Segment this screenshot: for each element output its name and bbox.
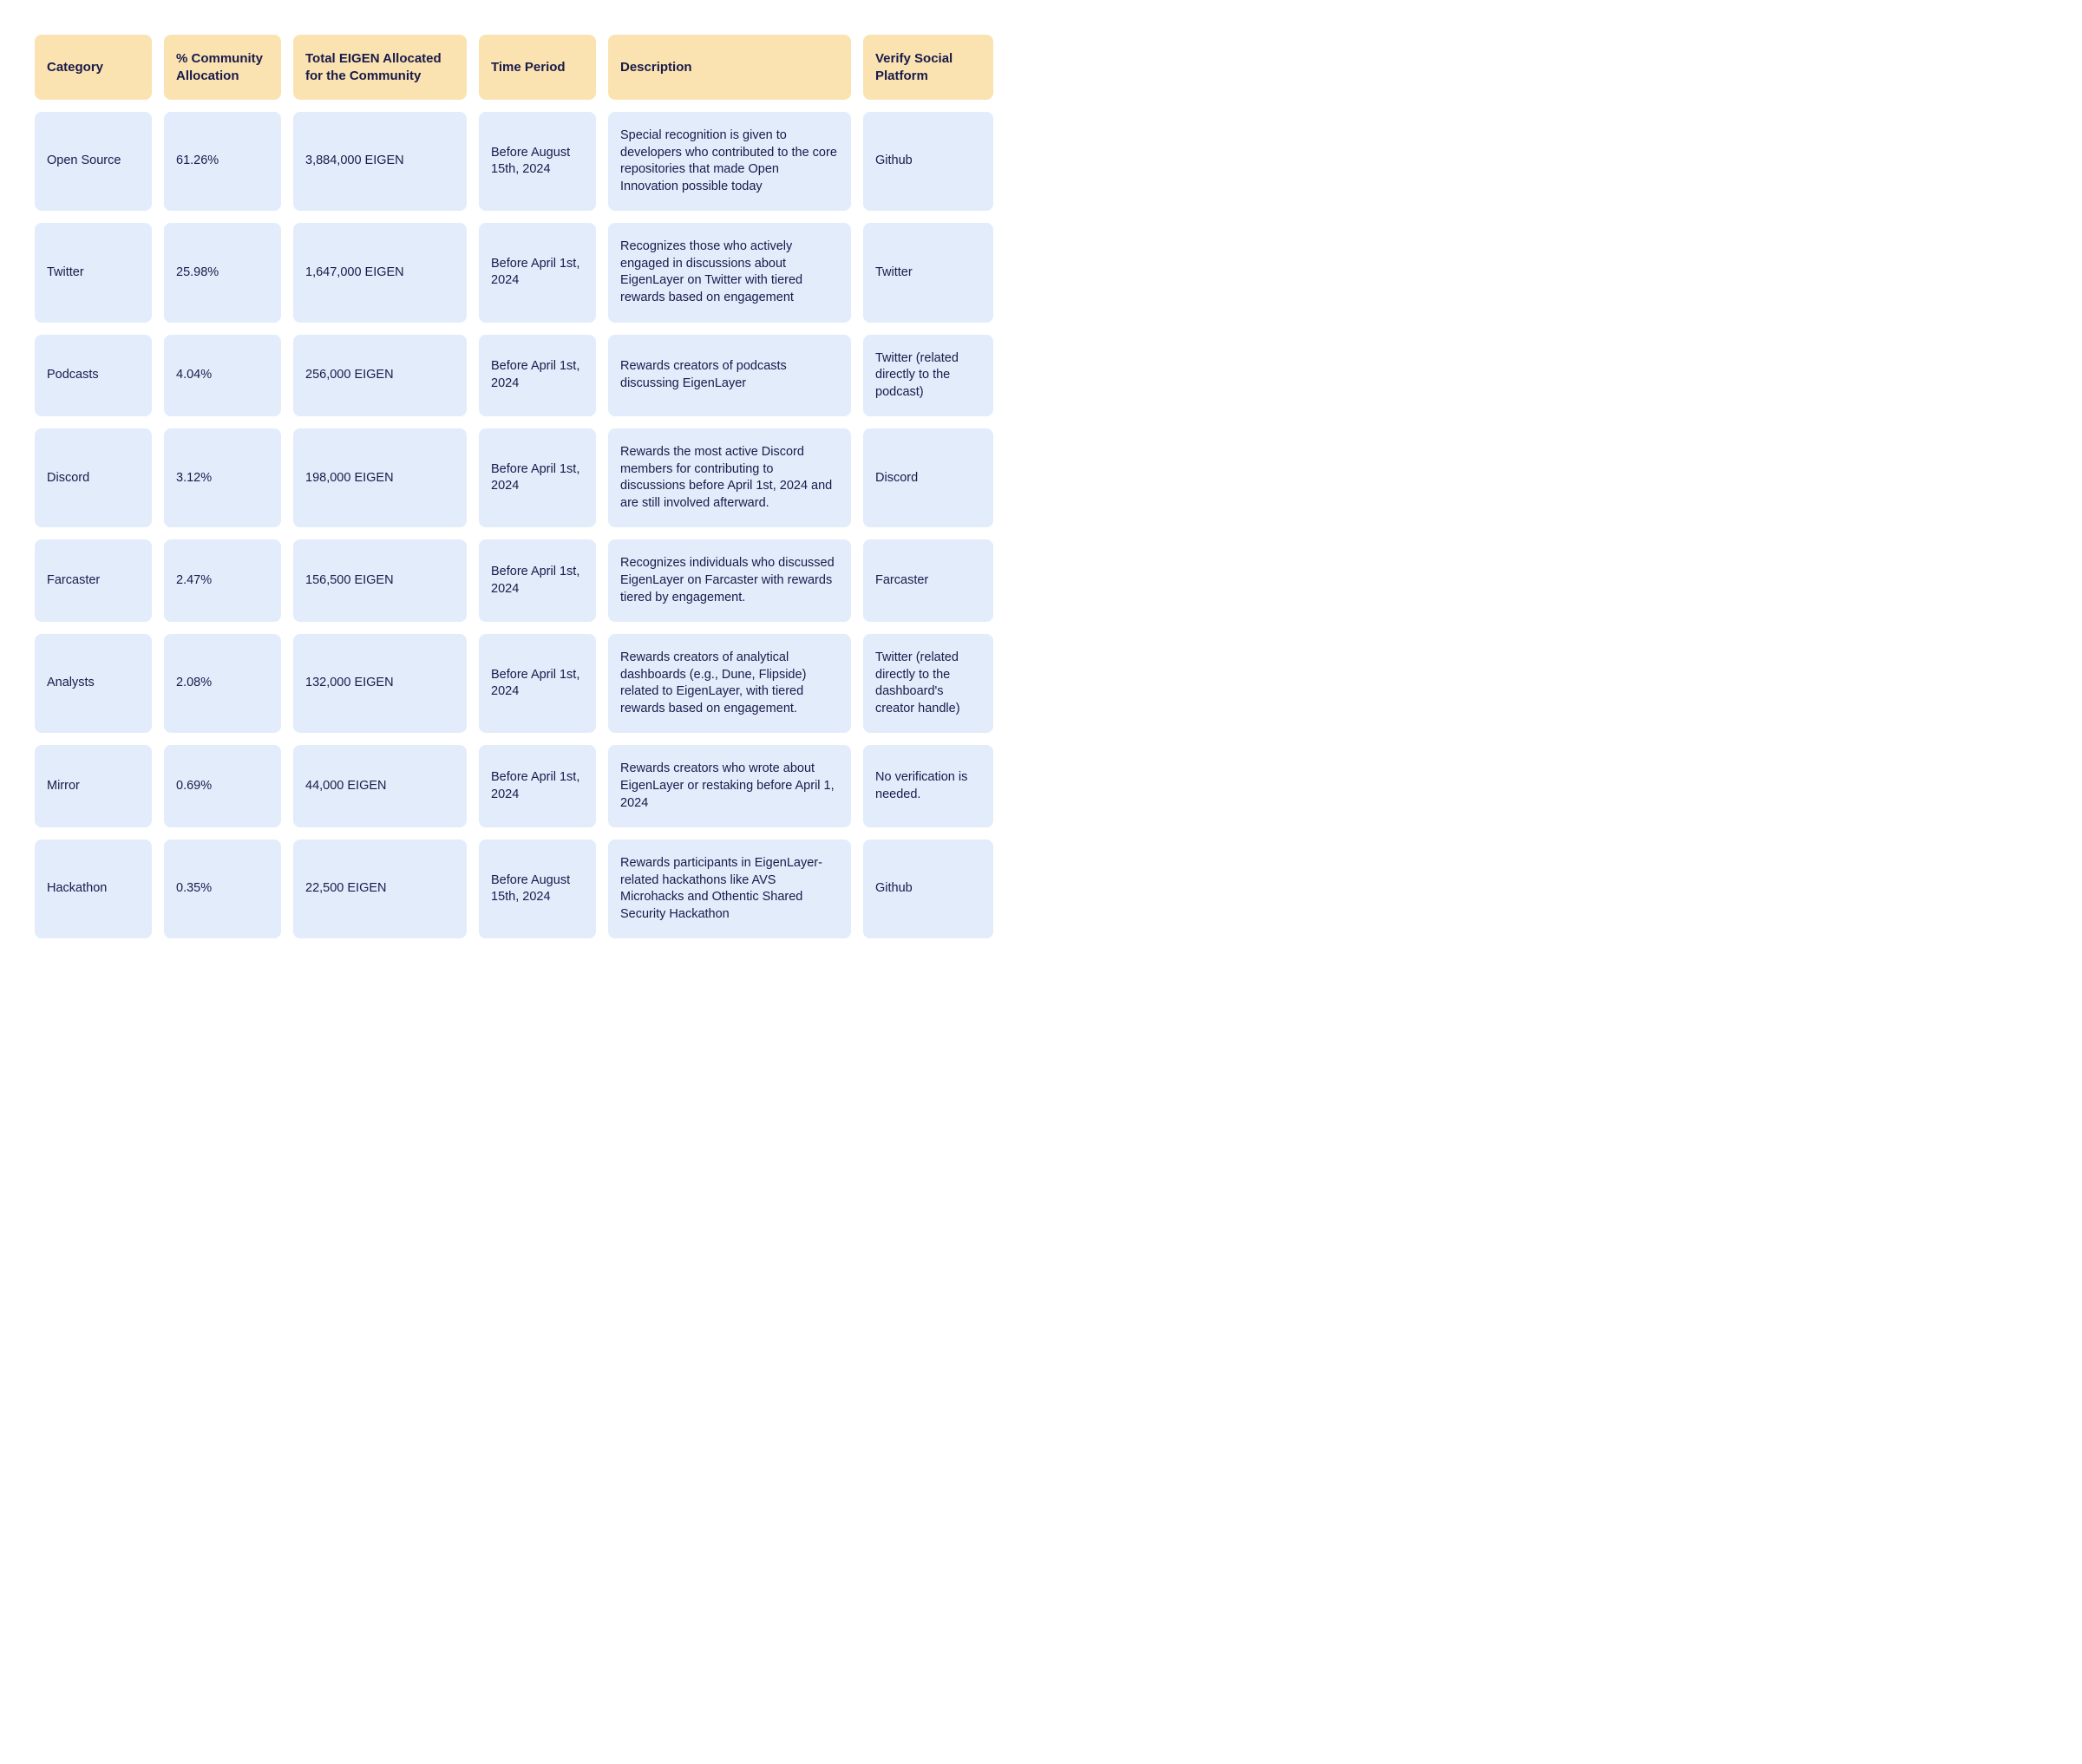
- cell-period: Before April 1st, 2024: [479, 428, 596, 527]
- col-header-desc: Description: [608, 35, 851, 100]
- cell-desc: Recognizes individuals who discussed Eig…: [608, 539, 851, 622]
- cell-category: Twitter: [35, 223, 152, 322]
- cell-total: 22,500 EIGEN: [293, 840, 467, 938]
- cell-desc: Rewards creators of podcasts discussing …: [608, 335, 851, 417]
- cell-platform: No verification is needed.: [863, 745, 993, 827]
- cell-platform: Twitter (related directly to the podcast…: [863, 335, 993, 417]
- cell-platform: Farcaster: [863, 539, 993, 622]
- cell-total: 256,000 EIGEN: [293, 335, 467, 417]
- cell-pct: 61.26%: [164, 112, 281, 211]
- cell-category: Discord: [35, 428, 152, 527]
- col-header-total: Total EIGEN Allocated for the Community: [293, 35, 467, 100]
- cell-desc: Rewards the most active Discord members …: [608, 428, 851, 527]
- cell-pct: 2.08%: [164, 634, 281, 733]
- cell-platform: Twitter: [863, 223, 993, 322]
- cell-category: Mirror: [35, 745, 152, 827]
- allocation-table: Category % Community Allocation Total EI…: [35, 35, 993, 938]
- cell-category: Podcasts: [35, 335, 152, 417]
- cell-period: Before April 1st, 2024: [479, 745, 596, 827]
- cell-total: 156,500 EIGEN: [293, 539, 467, 622]
- cell-total: 198,000 EIGEN: [293, 428, 467, 527]
- cell-desc: Rewards creators who wrote about EigenLa…: [608, 745, 851, 827]
- cell-period: Before April 1st, 2024: [479, 223, 596, 322]
- cell-total: 3,884,000 EIGEN: [293, 112, 467, 211]
- cell-platform: Github: [863, 112, 993, 211]
- cell-platform: Discord: [863, 428, 993, 527]
- cell-pct: 3.12%: [164, 428, 281, 527]
- col-header-platform: Verify Social Platform: [863, 35, 993, 100]
- cell-desc: Rewards participants in EigenLayer-relat…: [608, 840, 851, 938]
- cell-category: Open Source: [35, 112, 152, 211]
- cell-category: Farcaster: [35, 539, 152, 622]
- col-header-category: Category: [35, 35, 152, 100]
- cell-pct: 0.69%: [164, 745, 281, 827]
- cell-desc: Recognizes those who actively engaged in…: [608, 223, 851, 322]
- cell-platform: Twitter (related directly to the dashboa…: [863, 634, 993, 733]
- cell-period: Before August 15th, 2024: [479, 840, 596, 938]
- cell-pct: 25.98%: [164, 223, 281, 322]
- cell-period: Before April 1st, 2024: [479, 634, 596, 733]
- cell-category: Hackathon: [35, 840, 152, 938]
- cell-pct: 0.35%: [164, 840, 281, 938]
- cell-desc: Rewards creators of analytical dashboard…: [608, 634, 851, 733]
- cell-total: 1,647,000 EIGEN: [293, 223, 467, 322]
- cell-total: 132,000 EIGEN: [293, 634, 467, 733]
- col-header-period: Time Period: [479, 35, 596, 100]
- cell-category: Analysts: [35, 634, 152, 733]
- cell-period: Before April 1st, 2024: [479, 335, 596, 417]
- cell-desc: Special recognition is given to develope…: [608, 112, 851, 211]
- cell-total: 44,000 EIGEN: [293, 745, 467, 827]
- cell-period: Before August 15th, 2024: [479, 112, 596, 211]
- col-header-pct: % Community Allocation: [164, 35, 281, 100]
- cell-period: Before April 1st, 2024: [479, 539, 596, 622]
- cell-platform: Github: [863, 840, 993, 938]
- cell-pct: 4.04%: [164, 335, 281, 417]
- cell-pct: 2.47%: [164, 539, 281, 622]
